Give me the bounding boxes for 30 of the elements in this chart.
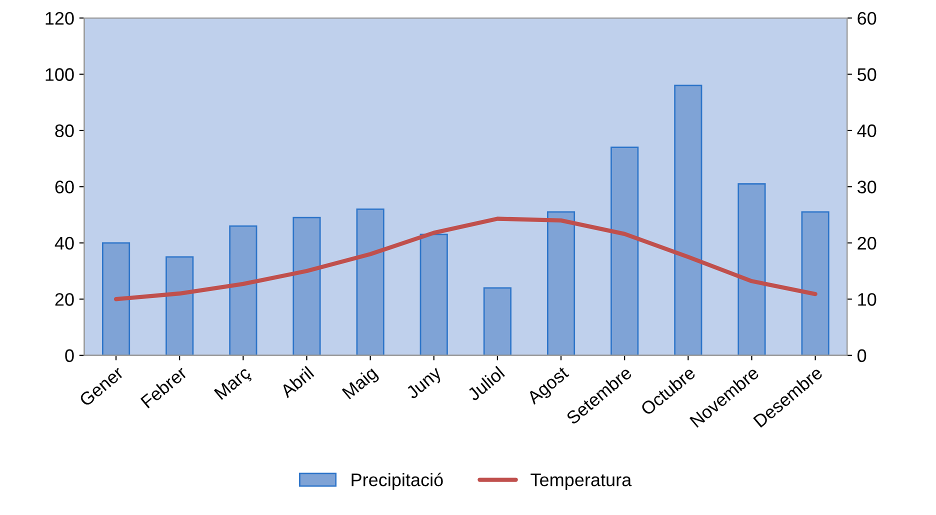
y-tick-label: 80: [55, 124, 74, 138]
line-series: [114, 216, 818, 302]
y-tick-label: 20: [55, 293, 74, 306]
y2-tick-label: 30: [857, 180, 876, 194]
y-tick-label: 0: [65, 349, 74, 362]
bar: [356, 208, 384, 356]
y2-tick-label: 0: [858, 349, 866, 362]
y-tick-label: 60: [55, 180, 74, 194]
legend-label: Temperatura: [530, 474, 632, 490]
bar: [229, 225, 258, 356]
y-tick-label: 100: [46, 68, 74, 81]
bar: [102, 242, 130, 356]
y2-tick-label: 40: [857, 124, 876, 138]
y2-tick-label: 20: [858, 236, 876, 250]
y-tick-label: 40: [54, 236, 74, 250]
bar: [420, 234, 448, 356]
x-tick-label: Juny: [405, 366, 445, 402]
bar: [738, 183, 766, 356]
y-tick-label: 120: [46, 12, 74, 25]
bar: [292, 216, 321, 356]
y2-tick-label: 50: [858, 68, 876, 81]
legend-label: Precipitació: [352, 472, 443, 490]
bar: [674, 84, 702, 356]
bar: [166, 256, 194, 356]
bar: [483, 287, 512, 356]
y2-tick-label: 10: [858, 293, 876, 306]
y2-tick-label: 60: [858, 12, 876, 25]
bar: [801, 211, 830, 356]
bar: [546, 211, 576, 356]
bar: [610, 146, 639, 356]
